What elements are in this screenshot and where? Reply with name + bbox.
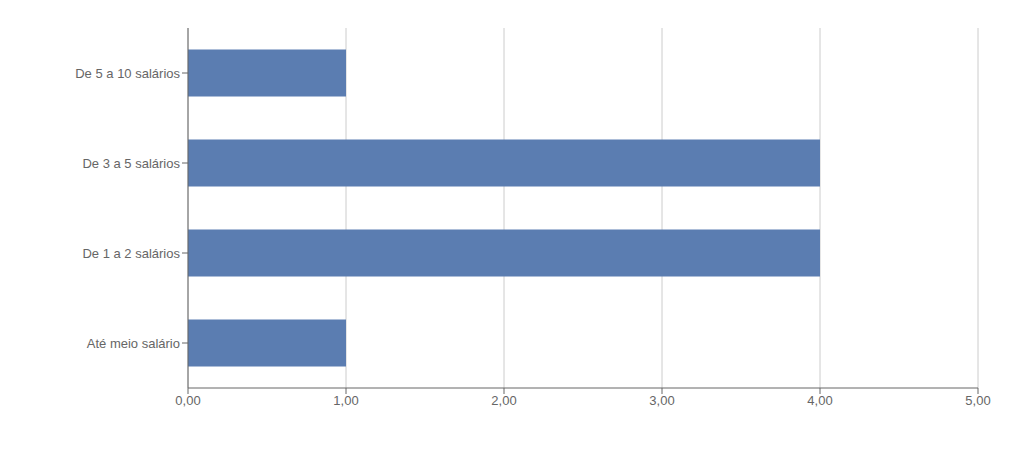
svg-text:De 1 a 2 salários: De 1 a 2 salários [82,246,180,261]
svg-text:5,00: 5,00 [965,393,990,408]
svg-text:1,00: 1,00 [333,393,358,408]
svg-text:De 5 a 10 salários: De 5 a 10 salários [75,66,180,81]
svg-text:0,00: 0,00 [175,393,200,408]
svg-text:3,00: 3,00 [649,393,674,408]
svg-text:De 3 a 5 salários: De 3 a 5 salários [82,156,180,171]
svg-text:Até meio salário: Até meio salário [87,336,180,351]
svg-text:4,00: 4,00 [807,393,832,408]
svg-text:2,00: 2,00 [491,393,516,408]
